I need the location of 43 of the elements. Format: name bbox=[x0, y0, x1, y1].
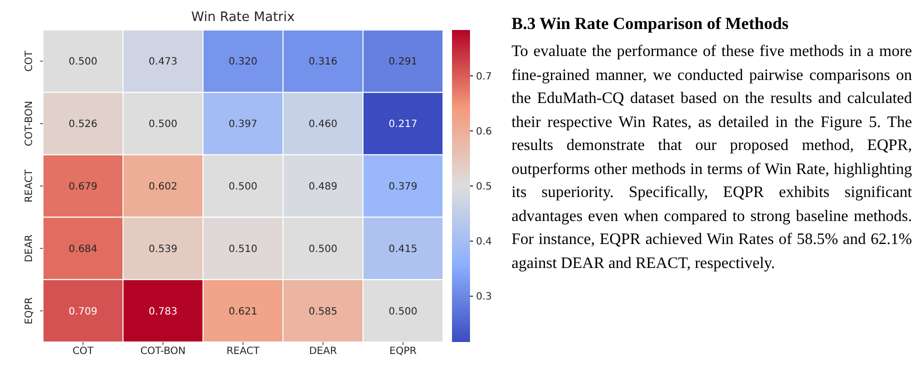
x-tick-label: COT bbox=[72, 346, 94, 358]
data-label: 0.320 bbox=[228, 56, 258, 68]
text: B.3 Win Rate Comparison of Methods bbox=[511, 14, 790, 34]
data-label: 0.217 bbox=[388, 119, 418, 130]
data-label: 0.510 bbox=[228, 244, 258, 255]
data-label: 0.539 bbox=[148, 244, 178, 255]
data-label: 0.415 bbox=[388, 244, 418, 255]
data-label: 0.500 bbox=[68, 56, 98, 68]
data-label: 0.500 bbox=[388, 306, 418, 318]
color-bar-label: 0.5 bbox=[476, 182, 492, 192]
y-tick-label: COT bbox=[24, 50, 35, 72]
text: To evaluate the performance of these five methods in a more fine-grained manner, we conducted pairwise comparisons on the EduMath-CQ dataset based on the results and calculated their respective Win Rates, as detailed in the Figure 5. The results demonstrate that our proposed method, EQPR, outperforms other methods in terms of Win Rate, highlighting its superiority. Specifically, EQPR exhibits significant advantages even when compared to strong baseline methods. For instance, EQPR achieved Win Rates of 58.5% and 62.1% against DEAR and REACT, respectively. bbox=[511, 43, 912, 272]
data-label: 0.316 bbox=[308, 56, 338, 68]
data-label: 0.679 bbox=[68, 182, 98, 192]
chart-title: Win Rate Matrix bbox=[190, 10, 296, 25]
data-label: 0.526 bbox=[68, 119, 98, 130]
x-tick-label: EQPR bbox=[389, 346, 417, 358]
y-tick-label: REACT bbox=[24, 168, 35, 203]
data-label: 0.684 bbox=[68, 244, 98, 255]
data-label: 0.291 bbox=[388, 56, 418, 68]
color-bar-label: 0.4 bbox=[476, 236, 492, 248]
color-bar-label: 0.7 bbox=[476, 71, 492, 82]
color-bar-label: 0.3 bbox=[476, 292, 492, 303]
x-tick-label: DEAR bbox=[309, 346, 337, 358]
data-label: 0.602 bbox=[148, 182, 178, 192]
data-label: 0.621 bbox=[228, 306, 258, 318]
data-label: 0.500 bbox=[308, 244, 338, 255]
y-tick-label: EQPR bbox=[24, 297, 35, 324]
x-tick-label: REACT bbox=[226, 346, 260, 358]
data-label: 0.585 bbox=[308, 306, 338, 318]
data-label: 0.500 bbox=[148, 119, 178, 130]
x-tick-label: COT-BON bbox=[140, 346, 186, 358]
data-label: 0.489 bbox=[308, 182, 338, 192]
data-label: 0.709 bbox=[68, 306, 98, 318]
data-label: 0.473 bbox=[148, 56, 178, 68]
data-label: 0.500 bbox=[228, 182, 258, 192]
data-label: 0.460 bbox=[308, 119, 338, 130]
color-bar-label: 0.6 bbox=[476, 126, 492, 138]
y-tick-label: DEAR bbox=[24, 234, 35, 262]
data-label: 0.397 bbox=[228, 119, 258, 130]
data-label: 0.379 bbox=[388, 182, 418, 192]
data-label: 0.783 bbox=[148, 306, 178, 318]
y-tick-label: COT-BON bbox=[24, 100, 35, 146]
